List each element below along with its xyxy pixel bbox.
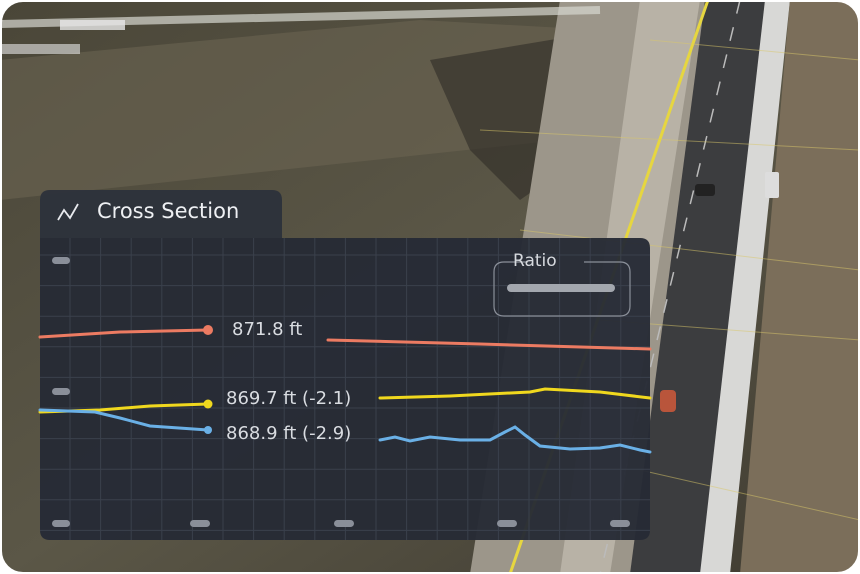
profile-line-red bbox=[38, 328, 210, 339]
profile-line-red bbox=[326, 338, 652, 351]
axis-placeholders bbox=[52, 257, 630, 527]
profile-line-yellow bbox=[378, 387, 652, 400]
panel-title: Cross Section bbox=[97, 199, 239, 223]
legend-label: Ratio bbox=[513, 251, 557, 271]
marker-yellow bbox=[203, 399, 213, 409]
marker-red bbox=[203, 325, 213, 335]
legend-box bbox=[493, 261, 631, 317]
chart-panel: Ratio 871.8 ft 869.7 ft (-2.1) 868.9 ft … bbox=[38, 238, 652, 540]
profile-line-blue bbox=[38, 408, 210, 432]
readout: 868.9 ft (-2.9) bbox=[226, 423, 351, 444]
legend-swatch bbox=[507, 284, 615, 292]
profile-line-blue bbox=[378, 425, 652, 454]
cross-section-icon bbox=[57, 203, 79, 221]
readout: 869.7 ft (-2.1) bbox=[226, 388, 351, 409]
readout: 871.8 ft bbox=[232, 319, 302, 340]
panel-tab bbox=[40, 190, 282, 238]
marker-blue bbox=[204, 426, 212, 434]
